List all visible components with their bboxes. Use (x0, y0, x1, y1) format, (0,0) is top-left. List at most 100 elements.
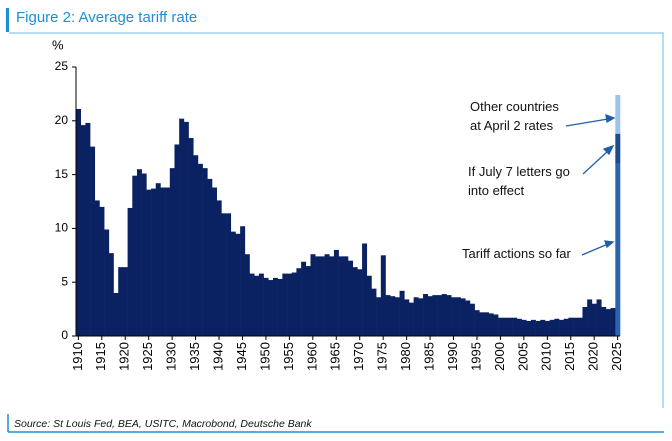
bar (277, 278, 283, 336)
bar (240, 226, 246, 336)
x-tick-label: 1990 (445, 342, 460, 371)
bar (104, 229, 110, 336)
bar (352, 267, 358, 336)
bar (404, 299, 410, 336)
bar (76, 108, 81, 337)
bar (272, 277, 278, 336)
arrow-head (602, 144, 615, 156)
bar (85, 122, 91, 337)
x-tick-label: 1940 (210, 342, 225, 371)
y-axis-label: % (52, 37, 64, 52)
bar (371, 288, 377, 336)
bar (460, 298, 466, 336)
bar (155, 183, 161, 336)
bar (469, 303, 475, 336)
bar (535, 320, 541, 336)
y-tick-label: 10 (55, 221, 69, 235)
bar (423, 294, 429, 336)
chart-title: Figure 2: Average tariff rate (16, 9, 198, 26)
bar (207, 178, 213, 336)
bar (357, 269, 363, 336)
bar (484, 312, 489, 336)
bar (465, 300, 471, 336)
bar (324, 254, 330, 336)
bar (446, 295, 452, 336)
bar (432, 295, 438, 336)
bar (216, 200, 222, 336)
bar (338, 256, 344, 336)
bar (615, 133, 621, 164)
bar (366, 275, 372, 336)
bar (193, 155, 199, 336)
bar (263, 277, 269, 336)
bar (498, 317, 504, 336)
x-tick-label: 2000 (492, 342, 507, 371)
bar (94, 200, 100, 336)
bar (315, 256, 321, 336)
bar (165, 187, 171, 336)
x-tick-label: 2025 (609, 342, 624, 371)
bar (348, 260, 353, 336)
bar (136, 169, 142, 336)
bar (563, 318, 569, 336)
bar (587, 299, 593, 336)
bar (122, 267, 128, 336)
bar (427, 296, 433, 336)
bar (554, 318, 560, 336)
bar (521, 319, 527, 336)
bar (249, 273, 255, 336)
y-tick-label: 5 (61, 274, 68, 288)
y-tick-label: 0 (61, 328, 68, 342)
bar (169, 168, 175, 336)
x-tick-label: 2015 (562, 342, 577, 371)
bar (493, 314, 499, 336)
bar (526, 320, 532, 336)
bar (399, 290, 405, 336)
x-tick-label: 1985 (422, 342, 437, 371)
bar (179, 118, 185, 336)
y-tick-label: 15 (55, 167, 69, 181)
bar (394, 297, 400, 336)
bar (230, 231, 236, 336)
bar (559, 319, 565, 336)
bar (188, 138, 194, 336)
bar (160, 187, 166, 336)
x-tick-label: 1980 (398, 342, 413, 371)
bar (282, 273, 288, 336)
annotation-arrows (565, 114, 616, 256)
bar (244, 254, 250, 336)
x-tick-label: 2005 (515, 342, 530, 371)
bar (151, 188, 157, 336)
x-tick-label: 1920 (117, 342, 132, 371)
bar (118, 267, 124, 336)
bar (254, 275, 260, 336)
bar (296, 268, 302, 336)
bar (287, 273, 293, 336)
bar (455, 297, 461, 336)
bar (221, 213, 227, 336)
bar (408, 302, 414, 336)
bar (549, 319, 555, 336)
bar (108, 253, 114, 336)
bar (343, 256, 349, 336)
bar (385, 295, 391, 336)
y-tick-label: 25 (55, 59, 69, 73)
bar (291, 272, 297, 336)
x-tick-label: 1970 (351, 342, 366, 371)
x-tick-label: 1910 (70, 342, 85, 371)
bar (301, 261, 307, 336)
bar (305, 266, 311, 336)
bar (540, 319, 546, 336)
arrow-head (604, 240, 615, 249)
bar (601, 306, 607, 336)
bar (413, 297, 419, 336)
bar (516, 318, 522, 336)
annotation: Tariff actions so far (462, 246, 571, 261)
bar (258, 273, 264, 336)
title-accent (6, 8, 9, 32)
x-tick-label: 2010 (539, 342, 554, 371)
bar (573, 317, 579, 336)
bar (591, 303, 597, 336)
y-tick-label: 20 (55, 113, 69, 127)
